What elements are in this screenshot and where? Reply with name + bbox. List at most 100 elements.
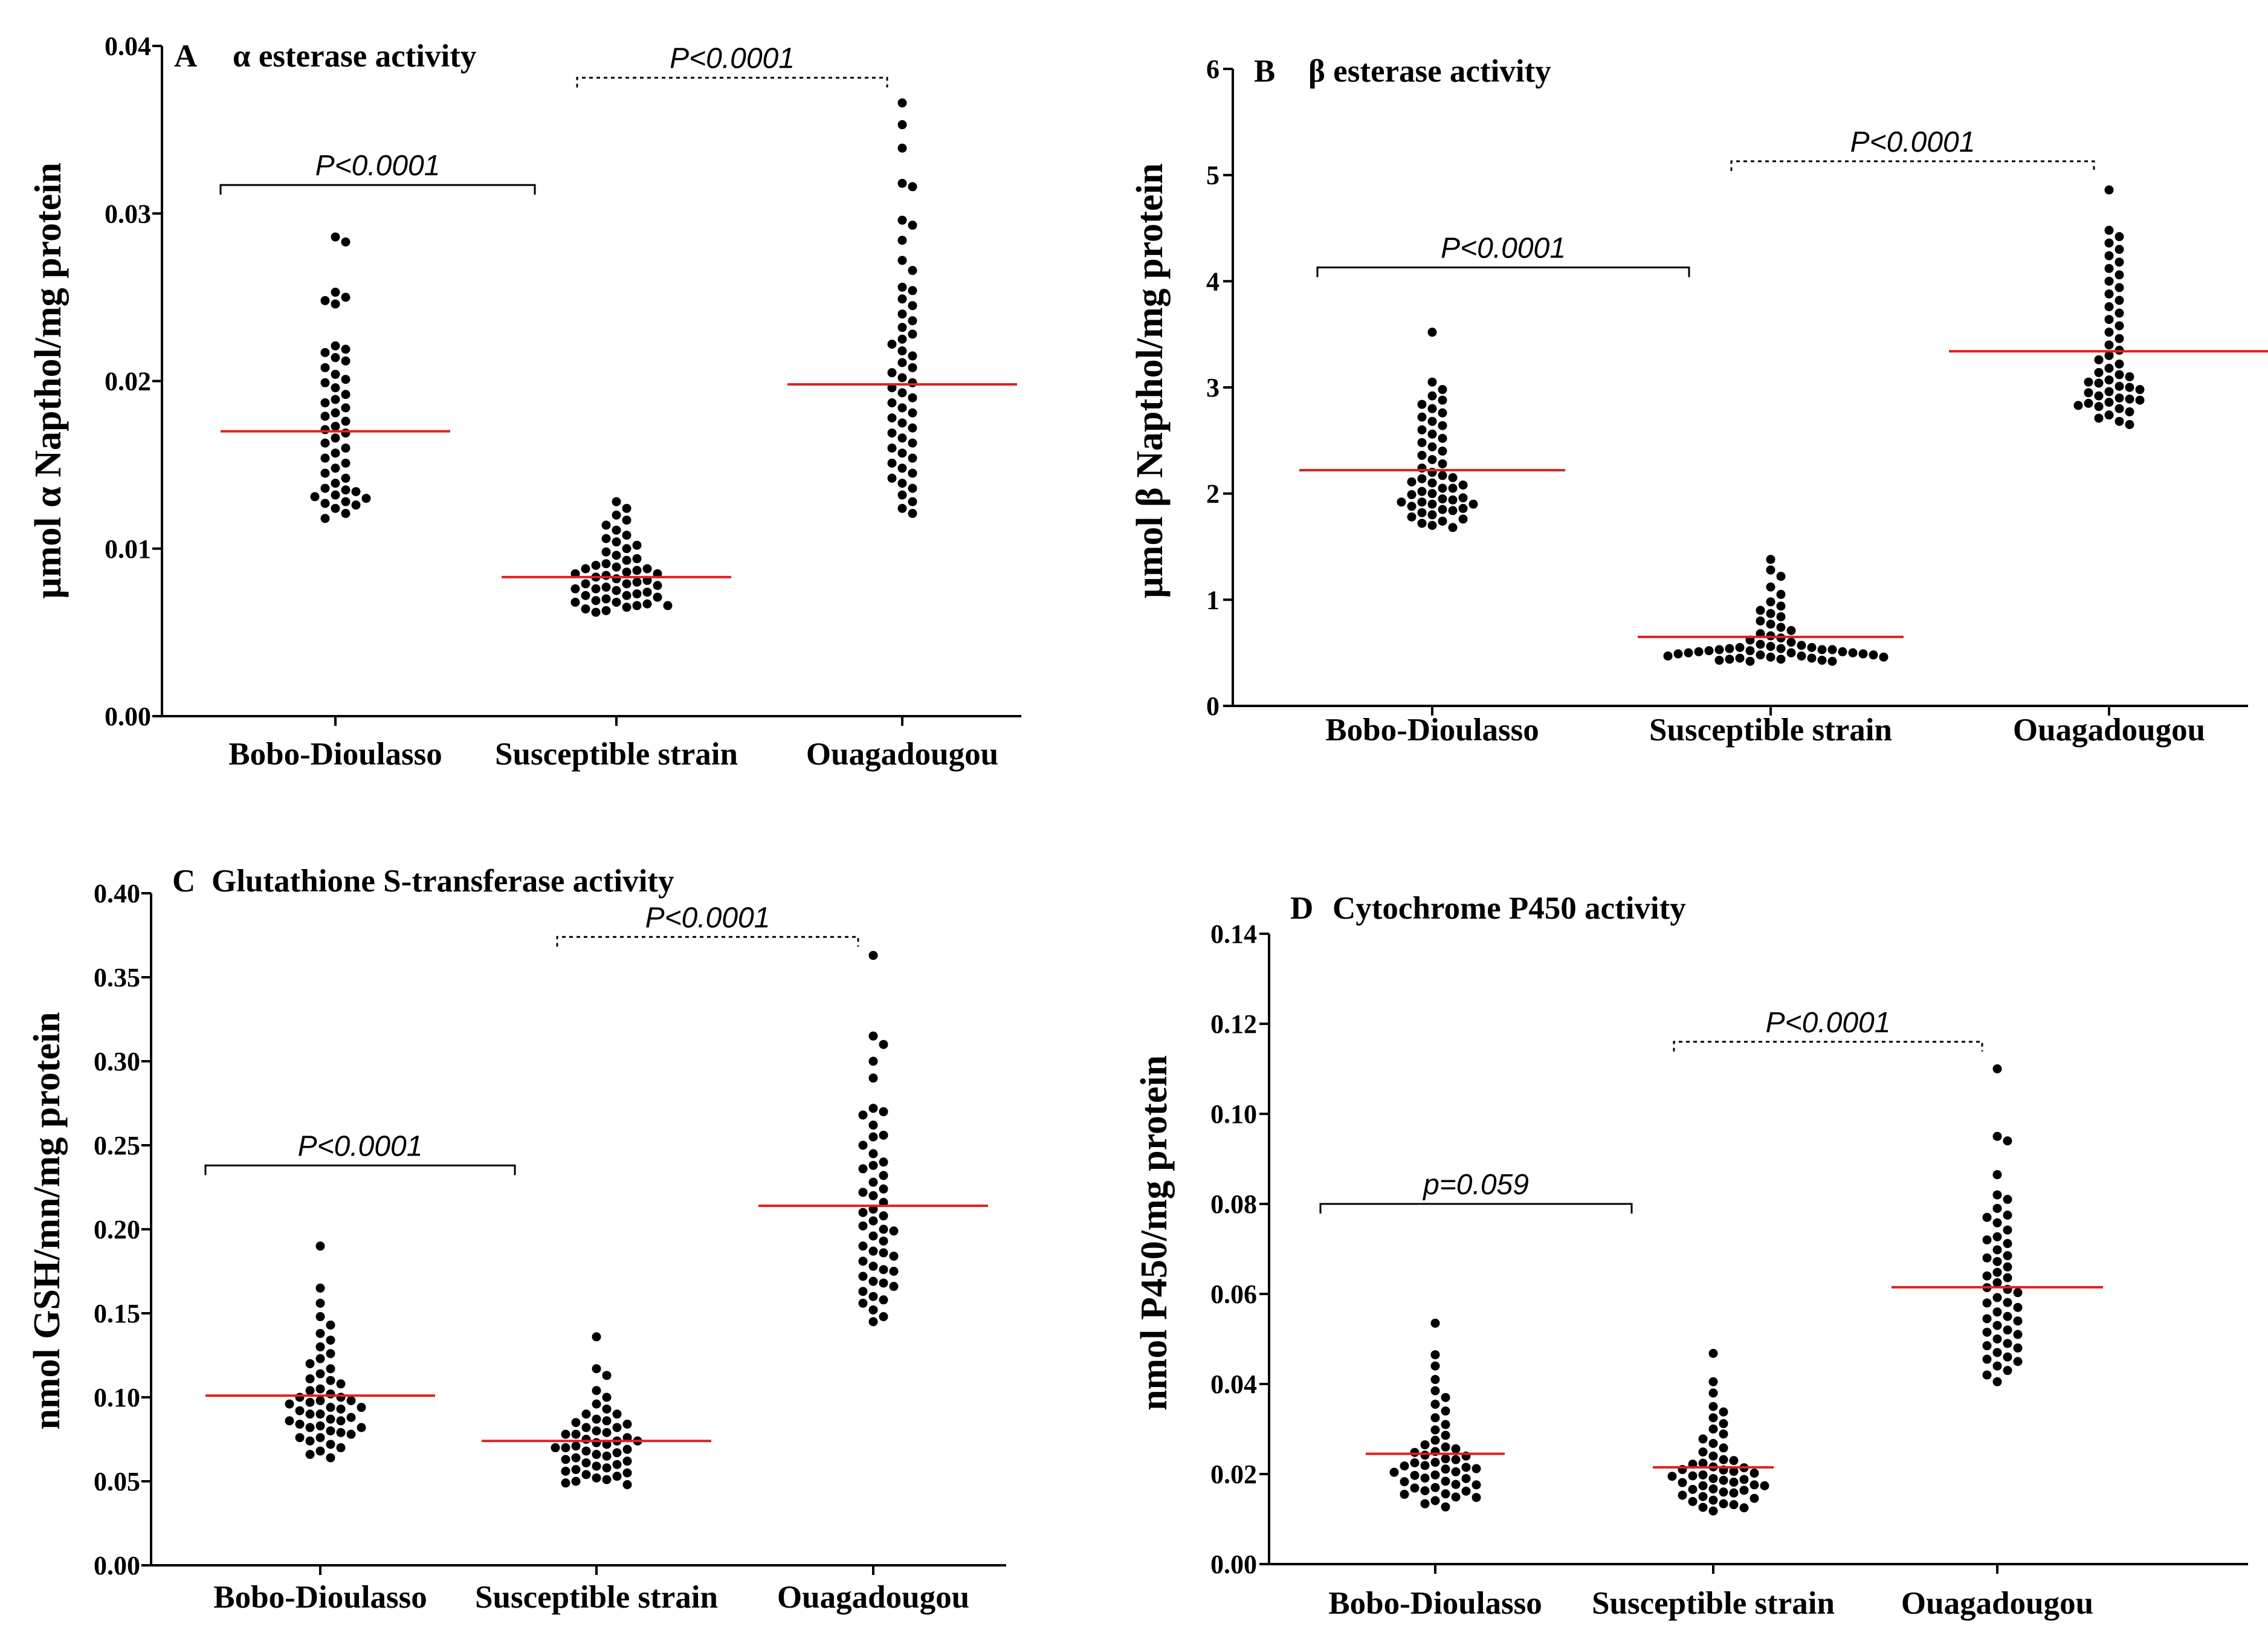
data-point: [1438, 446, 1447, 456]
data-point: [315, 1241, 325, 1251]
data-point: [622, 590, 632, 600]
data-point: [1797, 641, 1806, 650]
data-point: [1472, 1480, 1481, 1490]
data-point: [592, 1364, 601, 1374]
data-point: [285, 1399, 294, 1409]
data-point: [336, 1416, 346, 1426]
data-point: [858, 1110, 868, 1120]
data-point: [622, 1457, 632, 1466]
data-point: [1992, 1064, 2002, 1073]
chart-title: Glutathione S-transferase activity: [212, 864, 674, 899]
data-point: [2094, 391, 2104, 401]
data-point: [1982, 1354, 1992, 1364]
data-point: [2115, 381, 2124, 391]
data-point: [341, 428, 351, 438]
data-point: [326, 1364, 335, 1374]
data-point: [551, 1443, 560, 1452]
data-point: [561, 1455, 570, 1464]
data-point: [331, 490, 340, 500]
y-tick-label: 0.20: [94, 1215, 140, 1244]
data-point: [1430, 1458, 1440, 1467]
data-point: [642, 564, 652, 574]
y-tick-label: 0.15: [94, 1299, 140, 1328]
data-point: [1458, 503, 1468, 513]
data-point: [1786, 638, 1796, 647]
data-point: [592, 1399, 601, 1409]
data-point: [1766, 642, 1775, 652]
data-point: [2115, 296, 2124, 305]
data-point: [1992, 1348, 2002, 1357]
data-point: [331, 341, 340, 351]
x-tick-label: Ouagadougou: [806, 737, 998, 772]
data-point: [1749, 1469, 1759, 1478]
data-point: [1982, 1327, 1992, 1337]
data-point: [2094, 355, 2104, 364]
comparison-bracket: [556, 936, 859, 947]
y-tick-label: 4: [1206, 267, 1220, 296]
panel-b: 0 1 2 3 4 5 6 Bobo-Dioulasso Susceptible strain O…: [1129, 54, 2268, 748]
data-point: [571, 1441, 581, 1451]
data-point: [897, 448, 907, 458]
data-point: [908, 351, 917, 361]
data-point: [858, 1140, 868, 1150]
data-point: [868, 1132, 878, 1142]
data-point: [908, 329, 917, 339]
data-point: [622, 1480, 632, 1490]
data-point: [1420, 1499, 1430, 1509]
data-point: [320, 453, 330, 463]
data-point: [908, 266, 917, 276]
data-point: [1745, 656, 1755, 666]
data-point: [1427, 391, 1437, 401]
chart-title: α esterase activity: [233, 39, 476, 74]
data-point: [1719, 1443, 1728, 1453]
data-point: [561, 1429, 570, 1439]
data-point: [1468, 499, 1478, 509]
y-tick-label: 0.30: [94, 1047, 140, 1076]
data-point: [868, 1120, 878, 1130]
p-value-label: P<0.0001: [1850, 126, 1976, 158]
data-point: [1766, 597, 1775, 607]
data-point: [2104, 225, 2114, 235]
data-point: [320, 499, 330, 508]
data-point: [1749, 1480, 1759, 1490]
data-point: [315, 1396, 325, 1406]
data-point: [622, 603, 632, 612]
data-point: [602, 1428, 612, 1437]
data-point: [1451, 1467, 1461, 1476]
data-point: [315, 1369, 325, 1379]
data-point: [1766, 652, 1775, 662]
y-axis-label: µmol α Napthol/mg protein: [28, 163, 69, 599]
chart-title: Cytochrome P450 activity: [1333, 891, 1686, 926]
data-point: [1786, 648, 1796, 658]
y-tick-label: 0.10: [94, 1383, 140, 1412]
data-point: [602, 1451, 612, 1461]
data-point: [1982, 1271, 1992, 1281]
data-point: [331, 288, 340, 297]
data-point: [1745, 646, 1755, 656]
data-point: [879, 1171, 888, 1180]
data-point: [1869, 650, 1878, 660]
y-tick-label: 2: [1206, 479, 1220, 509]
data-point: [2013, 1302, 2023, 1312]
data-point: [858, 1256, 868, 1266]
data-point: [897, 236, 907, 245]
data-point: [1667, 1472, 1677, 1481]
data-point: [1719, 1419, 1728, 1429]
data-point: [1688, 1471, 1698, 1481]
data-point: [1417, 412, 1427, 422]
data-point: [879, 1295, 888, 1305]
data-point: [642, 599, 652, 609]
data-point: [1756, 650, 1765, 660]
data-point: [1430, 1483, 1440, 1492]
data-point: [1982, 1341, 1992, 1351]
data-point: [2003, 1339, 2012, 1348]
data-point: [1698, 1481, 1708, 1490]
data-point: [1472, 1464, 1481, 1473]
data-point: [326, 1349, 335, 1359]
data-point: [908, 378, 917, 387]
data-point: [897, 323, 907, 332]
data-point: [581, 579, 590, 589]
data-point: [1776, 572, 1786, 581]
data-point: [581, 1435, 591, 1444]
data-point: [858, 1164, 868, 1174]
